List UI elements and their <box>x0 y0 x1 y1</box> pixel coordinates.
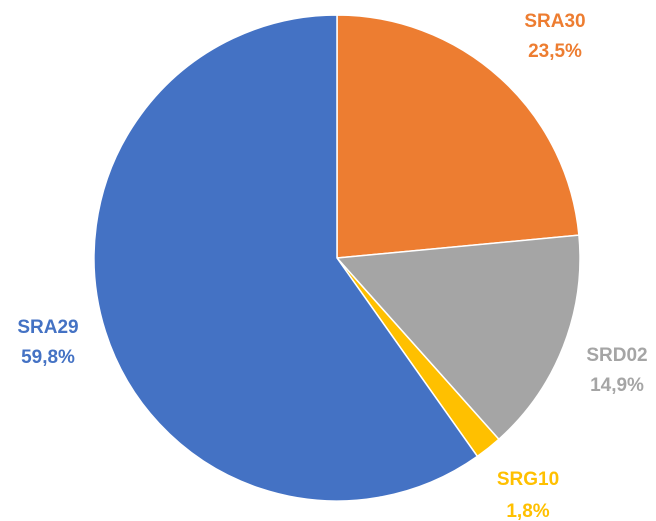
pie-slice <box>93 14 479 502</box>
slice-name: SRA30 <box>524 11 585 32</box>
slice-value-label: 23,5% <box>528 41 582 62</box>
pie-slice <box>335 234 581 441</box>
pie-slice <box>336 14 580 259</box>
slice-name: SRD02 <box>586 345 647 366</box>
slice-name: SRA29 <box>17 317 78 338</box>
slice-value-label: 1,8% <box>506 501 549 521</box>
slice-value-label: 14,9% <box>590 375 644 396</box>
slice-name: SRG10 <box>497 469 559 490</box>
slice-value-label: 59,8% <box>21 347 75 368</box>
